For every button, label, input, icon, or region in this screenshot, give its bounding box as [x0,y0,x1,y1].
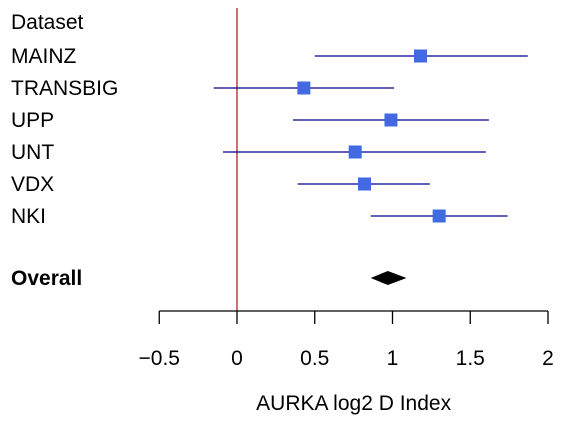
study-marker-square [413,49,427,63]
study-label: VDX [11,173,54,196]
study-markers [297,49,446,285]
study-label: TRANSBIG [11,77,118,100]
overall-diamond [370,271,407,285]
x-tick-label: 2 [542,347,554,370]
study-label: MAINZ [11,45,77,68]
x-tick-label: 0 [231,347,243,370]
study-marker-square [358,177,372,191]
overall-label: Overall [11,267,82,290]
study-labels: Dataset MAINZ TRANSBIG UPP UNT VDX NKI Overall [11,11,118,290]
study-marker-square [384,113,398,127]
study-label: NKI [11,205,46,228]
confidence-intervals [213,55,528,217]
study-label: UNT [11,141,54,164]
study-marker-square [297,81,311,95]
x-tick-label: 1.5 [456,347,485,370]
study-marker-square [432,209,446,223]
study-label: UPP [11,109,54,132]
x-tick-label: 0.5 [300,347,329,370]
x-axis: −0.5 0 0.5 1 1.5 2 AURKA log2 D Index [139,310,554,415]
x-axis-label: AURKA log2 D Index [256,392,451,415]
study-marker-square [348,145,362,159]
dataset-header: Dataset [11,11,84,34]
x-tick-label: 1 [387,347,399,370]
x-tick-label: −0.5 [139,347,180,370]
